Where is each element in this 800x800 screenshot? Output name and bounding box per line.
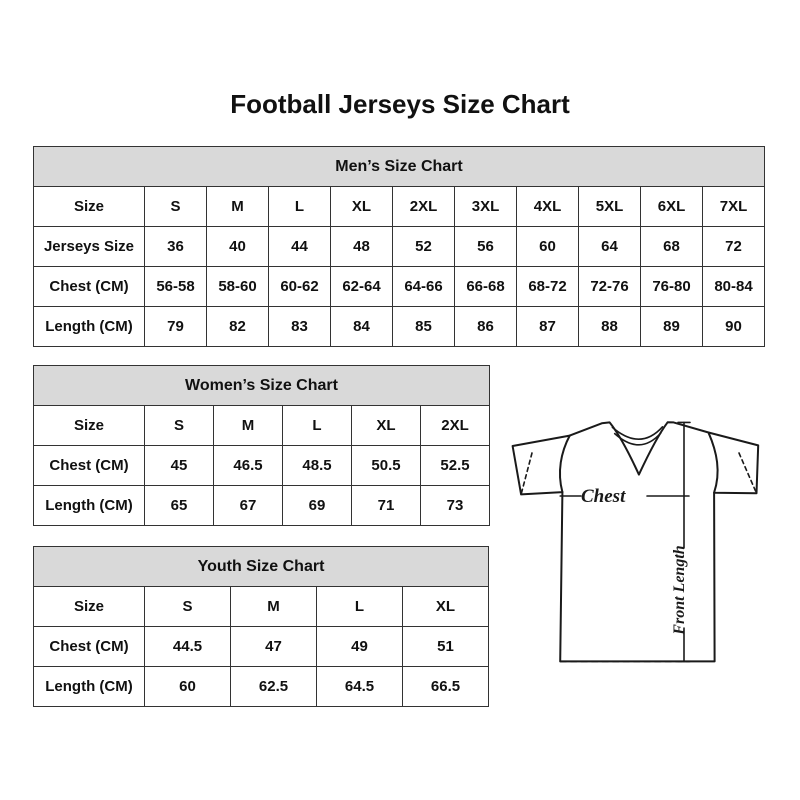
- svg-text:Chest: Chest: [581, 486, 626, 507]
- svg-text:Front Length: Front Length: [671, 545, 688, 635]
